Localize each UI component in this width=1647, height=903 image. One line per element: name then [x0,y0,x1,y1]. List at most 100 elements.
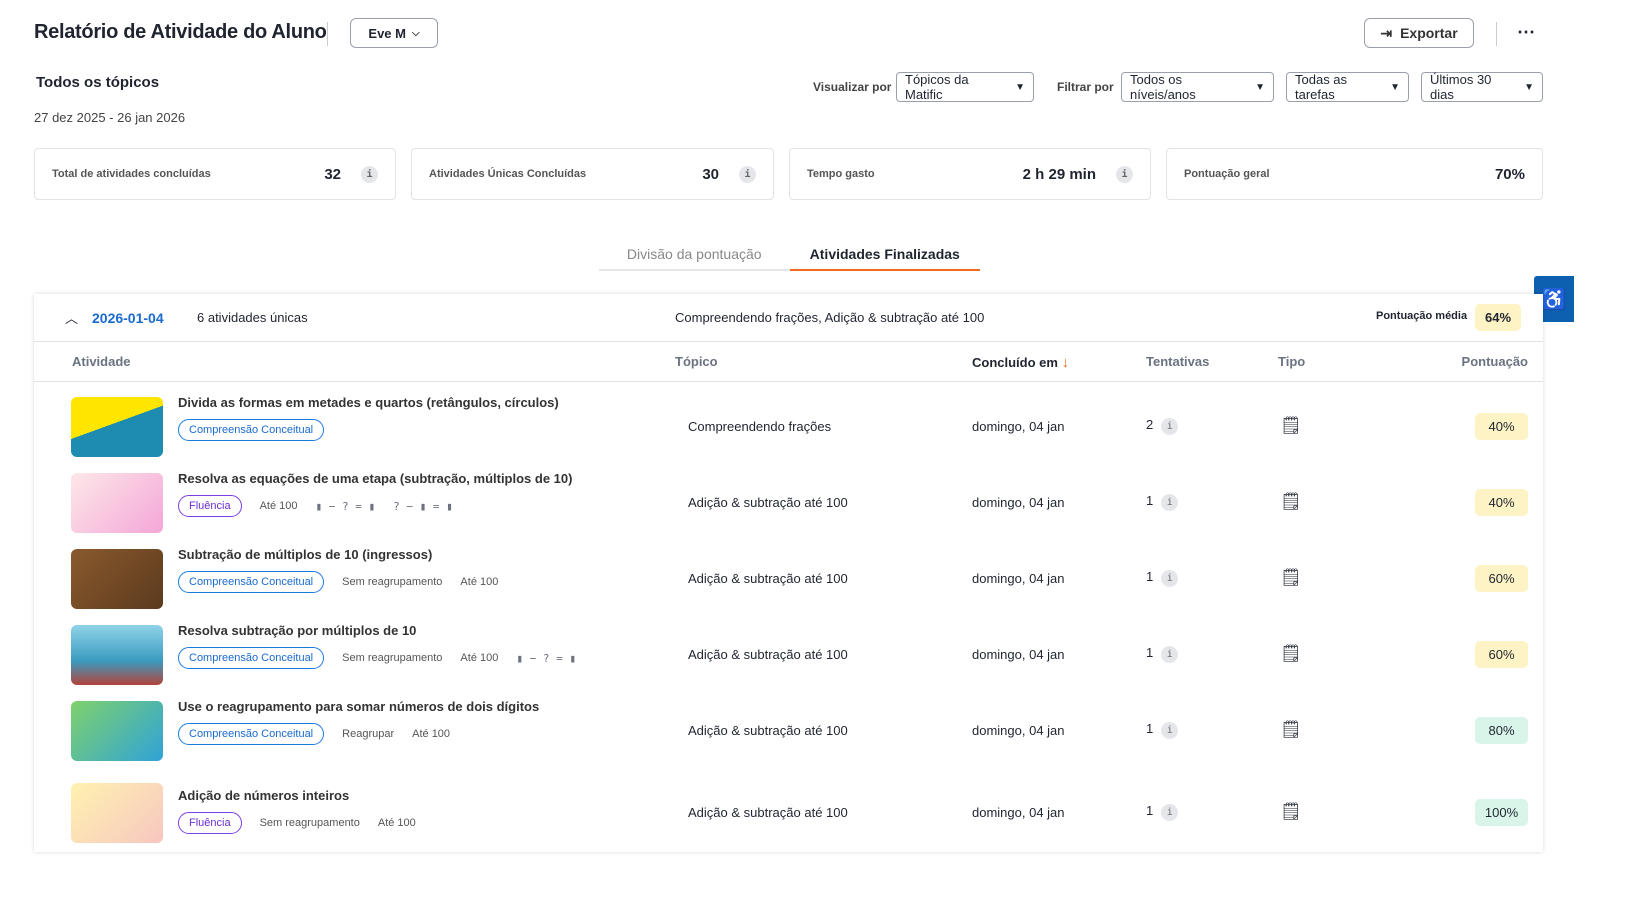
export-label: Exportar [1400,25,1458,41]
activity-group: ︿ 2026-01-04 6 atividades únicas Compree… [34,294,1543,852]
topic-cell: Adição & subtração até 100 [688,495,848,510]
activity-tags: Compreensão Conceitual Sem reagrupamento A… [178,571,498,593]
stat-value: 30 [702,165,719,183]
tag-text: Sem reagrupamento [259,817,360,829]
attempts-value: 1 [1146,569,1154,584]
page-title: Relatório de Atividade do Aluno [34,21,327,43]
activity-title[interactable]: Divida as formas em metades e quartos (r… [178,395,559,410]
info-icon[interactable]: i [1161,804,1179,821]
stat-label: Pontuação geral [1184,168,1270,180]
score-badge: 40% [1475,413,1528,440]
table-row[interactable]: Divida as formas em metades e quartos (r… [34,389,1543,465]
tag-text: Até 100 [259,500,298,512]
table-row[interactable]: Adição de números inteiros Fluência Sem r… [34,769,1543,857]
table-row[interactable]: Resolva subtração por múltiplos de 10 Co… [34,617,1543,693]
topic-cell: Adição & subtração até 100 [688,723,848,738]
stat-label: Atividades Únicas Concluídas [429,168,587,180]
activity-thumbnail[interactable] [71,701,163,761]
book-icon: 🗒 [1280,568,1302,587]
col-topic[interactable]: Tópico [675,354,718,369]
caret-down-icon: ▼ [1524,81,1534,93]
tag-text: Até 100 [412,728,451,740]
tab-finished-activities[interactable]: Atividades Finalizadas [789,240,980,271]
group-date[interactable]: 2026-01-04 [92,310,164,326]
tasks-value: Todas as tarefas [1295,72,1348,102]
equation-pattern: ▮ − ? = ▮ [315,499,376,513]
info-icon[interactable]: i [361,165,378,183]
group-topics: Compreendendo frações, Adição & subtraçã… [675,310,985,325]
collapse-chevron-icon[interactable]: ︿ [65,311,79,326]
activity-title[interactable]: Use o reagrupamento para somar números d… [178,699,540,714]
info-icon[interactable]: i [739,165,756,183]
activity-thumbnail[interactable] [71,473,163,533]
group-header[interactable]: ︿ 2026-01-04 6 atividades únicas Compree… [34,294,1543,342]
col-completed[interactable]: Concluído em ↓ [972,354,1069,371]
more-options-icon[interactable]: ⋯ [1517,22,1535,42]
attempts-value: 1 [1146,645,1154,660]
tab-score-breakdown[interactable]: Divisão da pontuação [626,246,762,262]
activity-tags: Fluência Até 100 ▮ − ? = ▮ ? − ▮ = ▮ [178,495,453,517]
info-icon[interactable]: i [1161,418,1179,435]
caret-down-icon: ▼ [1255,81,1265,93]
table-row[interactable]: Subtração de múltiplos de 10 (ingressos)… [34,541,1543,617]
tag-text: Sem reagrupamento [342,576,443,588]
equation-pattern: ▮ − ? = ▮ [516,651,576,665]
info-icon[interactable]: i [1161,646,1179,663]
activity-tags: Fluência Sem reagrupamento Até 100 [178,812,416,834]
tag-text: Reagrupar [342,728,395,740]
divider [1496,22,1497,46]
average-score-label: Pontuação média [1376,310,1468,322]
average-score: 64% [1475,304,1522,331]
stat-card: Total de atividades concluídas 32 i [34,148,396,200]
info-icon[interactable]: i [1116,165,1133,183]
activity-tags: Compreensão Conceitual [178,419,325,441]
student-select[interactable]: Eve M ⌵ [350,18,438,48]
col-completed-label: Concluído em [972,355,1058,370]
activity-thumbnail[interactable] [71,397,163,457]
info-icon[interactable]: i [1161,722,1179,739]
view-by-dropdown[interactable]: Tópicos da Matific ▼ [896,72,1034,102]
activity-title[interactable]: Subtração de múltiplos de 10 (ingressos) [178,547,433,562]
skill-tag: Fluência [178,495,242,517]
activity-title[interactable]: Adição de números inteiros [178,788,350,803]
activity-tags: Compreensão Conceitual Reagrupar Até 100 [178,723,450,745]
attempts-value: 1 [1146,493,1154,508]
activity-thumbnail[interactable] [71,549,163,609]
view-by-value: Tópicos da Matific [905,72,969,102]
stat-card: Pontuação geral 70% [1166,148,1543,200]
book-icon: 🗒 [1280,644,1302,663]
period-dropdown[interactable]: Últimos 30 dias ▼ [1421,72,1543,102]
info-icon[interactable]: i [1161,494,1179,511]
skill-tag: Compreensão Conceitual [178,571,325,593]
tag-text: Até 100 [460,576,499,588]
activity-title[interactable]: Resolva as equações de uma etapa (subtra… [178,471,573,486]
levels-value: Todos os níveis/anos [1130,72,1196,102]
topic-heading: Todos os tópicos [36,74,160,91]
tag-text: Sem reagrupamento [342,652,443,664]
col-score[interactable]: Pontuação [1461,354,1528,369]
info-icon[interactable]: i [1161,570,1179,587]
score-badge: 40% [1475,489,1528,516]
col-type[interactable]: Tipo [1278,354,1306,369]
levels-dropdown[interactable]: Todos os níveis/anos ▼ [1121,72,1274,102]
activity-thumbnail[interactable] [71,625,163,685]
completed-cell: domingo, 04 jan [972,723,1065,738]
attempts-value: 1 [1146,803,1154,818]
book-icon: 🗒 [1280,802,1302,821]
score-badge: 100% [1475,799,1528,826]
table-row[interactable]: Use o reagrupamento para somar números d… [34,693,1543,769]
export-icon: ⇥ [1380,24,1393,41]
topic-cell: Adição & subtração até 100 [688,647,848,662]
tasks-dropdown[interactable]: Todas as tarefas ▼ [1286,72,1409,102]
col-activity[interactable]: Atividade [72,354,131,369]
export-button[interactable]: ⇥ Exportar [1364,18,1474,48]
table-row[interactable]: Resolva as equações de uma etapa (subtra… [34,465,1543,541]
col-attempts[interactable]: Tentativas [1146,354,1210,369]
stat-card: Tempo gasto 2 h 29 min i [789,148,1151,200]
activity-title[interactable]: Resolva subtração por múltiplos de 10 [178,623,417,638]
score-badge: 60% [1475,565,1528,592]
stat-label: Tempo gasto [807,168,875,180]
activity-thumbnail[interactable] [71,783,163,843]
